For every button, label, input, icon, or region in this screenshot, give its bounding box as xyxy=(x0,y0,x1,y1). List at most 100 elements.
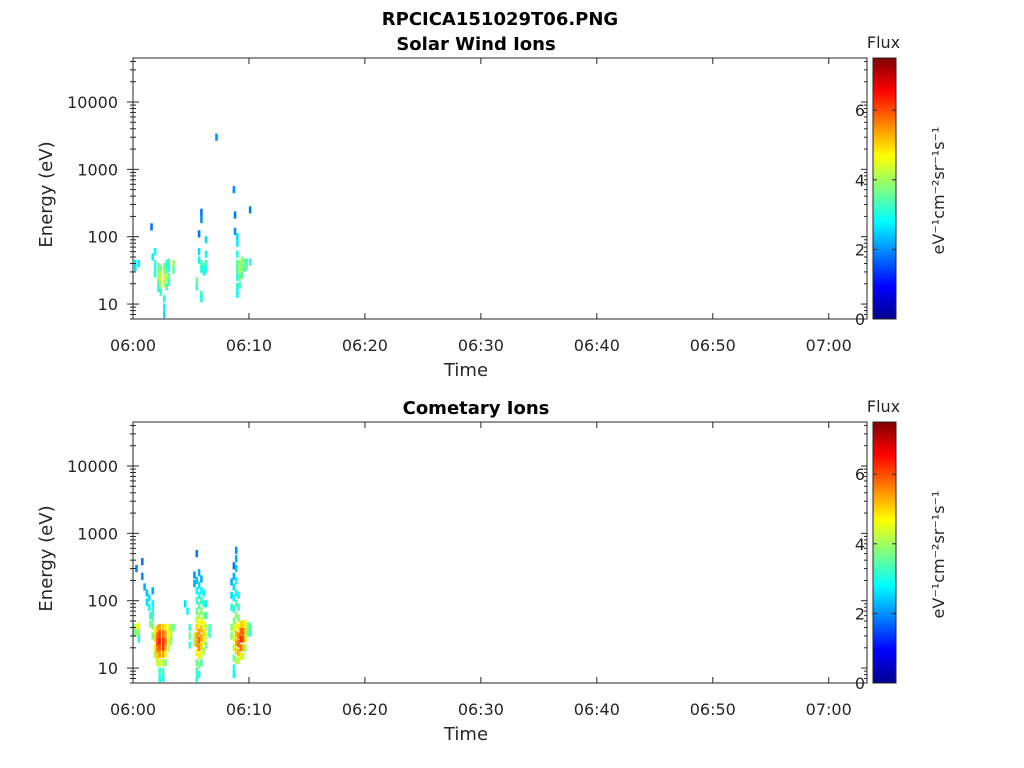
heatmap-cell xyxy=(157,280,160,288)
heatmap-cell xyxy=(149,612,152,620)
heatmap-cell xyxy=(232,583,236,591)
heatmap-cell xyxy=(236,233,239,241)
heatmap-cell xyxy=(241,627,245,636)
heatmap-cell xyxy=(153,248,157,256)
heatmap-cell xyxy=(204,265,208,273)
heatmap-cell xyxy=(234,555,238,563)
heatmap-cell xyxy=(234,638,238,647)
heatmap-cell xyxy=(197,569,201,577)
panel-title: Cometary Ions xyxy=(403,398,550,419)
heatmap-cell xyxy=(236,250,239,258)
x-tick-label: 06:20 xyxy=(342,700,388,719)
heatmap-cell xyxy=(156,625,159,633)
heatmap-cell xyxy=(202,589,206,597)
heatmap-cell xyxy=(156,652,159,660)
heatmap-cell xyxy=(188,632,192,640)
heatmap-cell xyxy=(161,659,165,667)
heatmap-cell xyxy=(172,266,175,274)
heatmap-cell xyxy=(215,133,218,141)
heatmap-cell xyxy=(200,634,203,642)
heatmap-cell xyxy=(134,263,137,272)
colorbar-tick-label: 6 xyxy=(855,101,865,120)
heatmap-cell xyxy=(200,575,203,583)
heatmap-cell xyxy=(200,215,203,224)
heatmap-cell xyxy=(230,603,233,611)
x-axis-label: Time xyxy=(443,360,488,381)
y-tick-label: 10000 xyxy=(67,457,118,476)
colorbar-gradient xyxy=(872,57,897,320)
heatmap-cell xyxy=(239,627,243,636)
heatmap-cell xyxy=(193,632,196,640)
heatmap-cell xyxy=(188,623,192,632)
heatmap-cell xyxy=(197,620,201,628)
heatmap-cell xyxy=(197,230,201,238)
colorbar-tick-label: 6 xyxy=(855,465,865,484)
heatmap-cell xyxy=(195,632,199,640)
heatmap-cell xyxy=(163,295,166,303)
heatmap-cell xyxy=(151,632,154,640)
heatmap-cell xyxy=(195,550,199,558)
heatmap-cell xyxy=(237,623,240,632)
heatmap-cell xyxy=(236,239,239,247)
heatmap-cell xyxy=(153,634,157,642)
heatmap-cell xyxy=(193,571,196,579)
heatmap-cell xyxy=(243,258,246,266)
heatmap-cell xyxy=(161,644,165,652)
heatmap-cell xyxy=(195,640,199,648)
heatmap-cell xyxy=(135,623,138,632)
heatmap-cell xyxy=(195,659,199,667)
x-tick-label: 06:50 xyxy=(690,336,736,355)
heatmap-cell xyxy=(232,617,236,625)
heatmap-cell xyxy=(167,258,171,266)
y-tick-label: 1000 xyxy=(77,160,118,179)
heatmap-cell xyxy=(230,632,233,640)
heatmap-cell xyxy=(158,659,161,667)
heatmap-cell xyxy=(237,603,240,611)
heatmap-cell xyxy=(163,262,166,271)
heatmap-cell xyxy=(197,612,201,620)
heatmap-cell xyxy=(200,290,203,298)
heatmap-cell xyxy=(204,250,208,258)
heatmap-cell xyxy=(208,630,211,638)
heatmap-cell xyxy=(164,623,167,632)
y-tick-label: 1000 xyxy=(77,524,118,543)
colorbar-tick-label: 0 xyxy=(855,674,865,693)
heatmap-cell xyxy=(248,629,252,637)
heatmap-cell xyxy=(232,605,236,613)
heatmap-cell xyxy=(141,558,144,566)
heatmap-cell xyxy=(163,280,166,288)
heatmap-cell xyxy=(156,659,159,667)
heatmap-cell xyxy=(232,562,236,570)
heatmap-cell xyxy=(151,587,154,595)
heatmap-cell xyxy=(245,263,248,272)
heatmap-cell xyxy=(167,623,171,632)
heatmap-cell xyxy=(230,578,233,586)
heatmap-cell xyxy=(202,262,206,271)
heatmap-cell xyxy=(248,206,252,214)
heatmap-cell xyxy=(153,259,157,268)
heatmap-cell xyxy=(237,656,240,664)
heatmap-cell xyxy=(237,614,240,622)
heatmap-cell xyxy=(158,650,161,658)
colorbar-tick-label: 4 xyxy=(855,171,865,190)
heatmap-cell xyxy=(167,637,171,645)
heatmap-cell xyxy=(167,630,171,638)
heatmap-cell xyxy=(195,587,199,595)
heatmap-cell xyxy=(234,589,238,597)
heatmap-cell xyxy=(195,283,199,291)
heatmap-cell xyxy=(164,630,167,638)
x-axis-label: Time xyxy=(443,724,488,745)
heatmap-cell xyxy=(232,644,236,652)
heatmap-cell xyxy=(234,630,238,638)
heatmap-cell xyxy=(195,648,199,657)
heatmap-cell xyxy=(163,274,166,283)
heatmap-cell xyxy=(157,284,160,293)
heatmap-cell xyxy=(232,625,236,633)
heatmap-cell xyxy=(241,652,245,660)
plot-frame xyxy=(132,57,868,320)
heatmap-cell xyxy=(137,629,141,637)
heatmap-cell xyxy=(195,607,199,615)
colorbar: Flux 0 2 4 6 eV⁻¹cm⁻²sr⁻¹s⁻¹ xyxy=(855,397,948,693)
heatmap-cell xyxy=(239,644,243,652)
